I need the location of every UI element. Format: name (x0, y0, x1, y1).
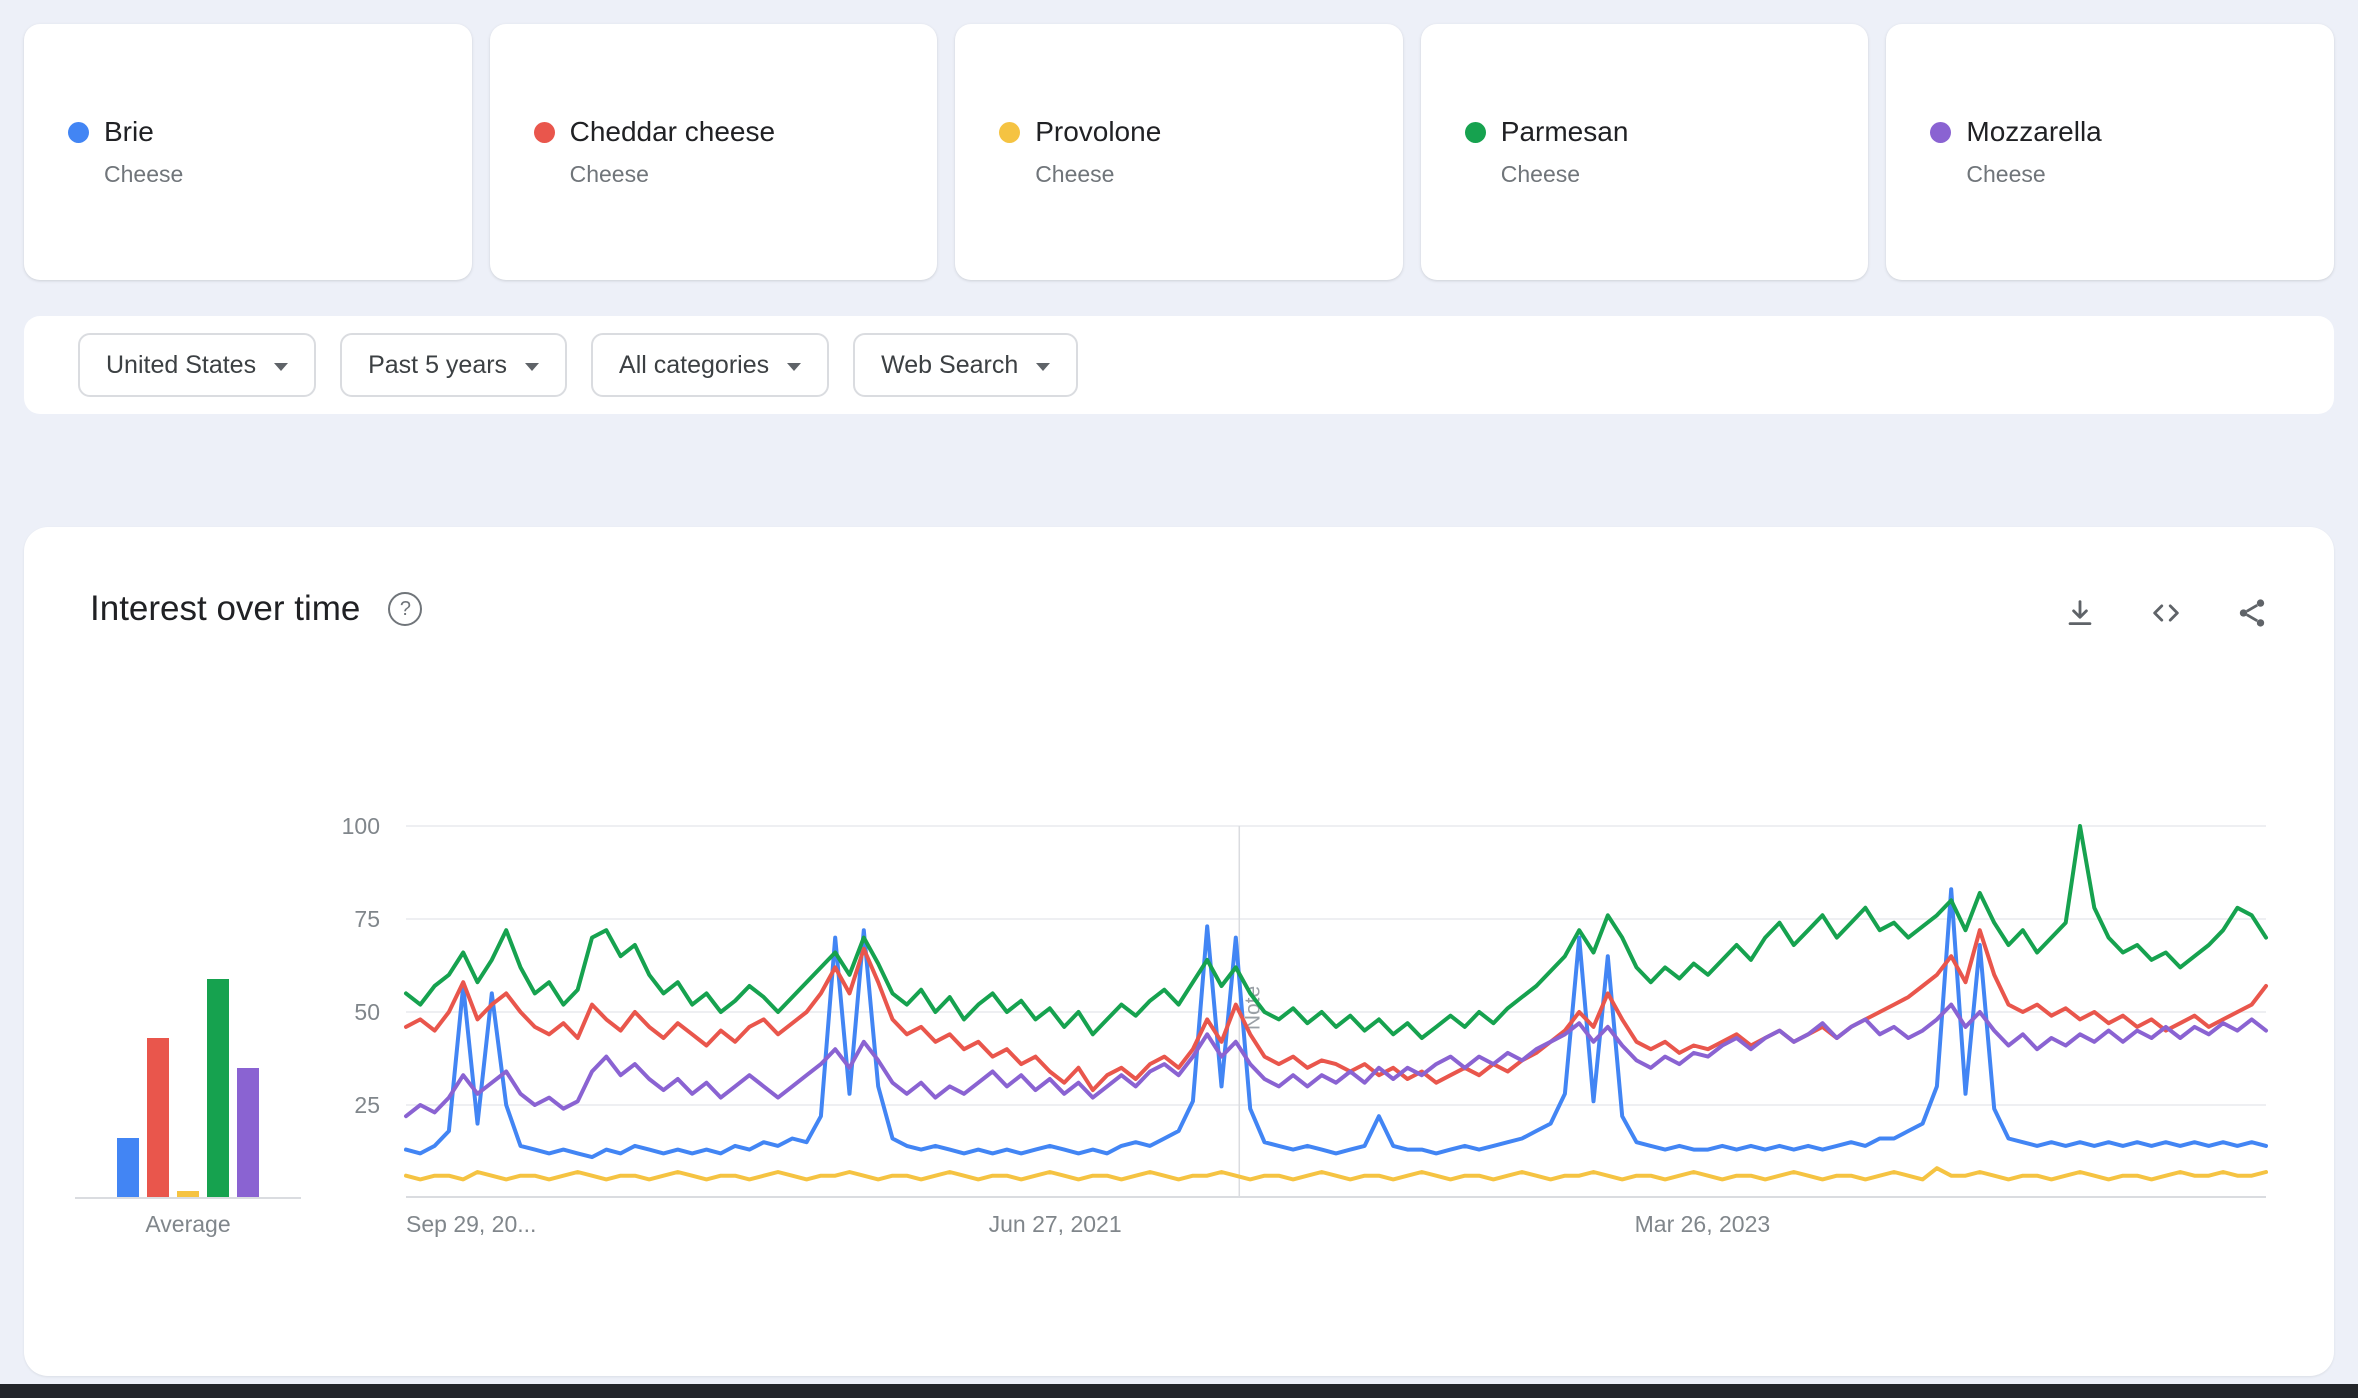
average-bar-brie (117, 1138, 139, 1198)
average-bar-cheddar-cheese (147, 1038, 169, 1198)
series-line-provolone (404, 1166, 2268, 1182)
filter-category-dropdown[interactable]: All categories (591, 333, 830, 397)
term-card-brie[interactable]: Brie Cheese (24, 24, 472, 280)
filter-time-dropdown[interactable]: Past 5 years (340, 333, 568, 397)
filter-time-label: Past 5 years (368, 350, 508, 379)
share-button[interactable] (2232, 593, 2272, 633)
average-label: Average (145, 1211, 231, 1237)
embed-button[interactable] (2146, 593, 2186, 633)
term-color-dot (533, 121, 555, 143)
average-bar-chart (117, 979, 259, 1198)
filter-geo-label: United States (106, 350, 257, 379)
average-bar-mozzarella (237, 1068, 259, 1198)
help-icon[interactable]: ? (388, 592, 423, 626)
term-name: Cheddar cheese (569, 116, 776, 147)
download-button[interactable] (2060, 593, 2100, 633)
term-color-dot (1464, 121, 1486, 143)
filters-panel: United States Past 5 years All categorie… (24, 316, 2334, 414)
term-name: Brie (104, 116, 154, 147)
share-icon (2239, 599, 2265, 627)
term-name: Provolone (1035, 116, 1162, 147)
term-color-dot (999, 121, 1021, 143)
interest-over-time-card: Interest over time ? Average Note 25 50 75… (24, 527, 2334, 1376)
y-axis-label: 75 (354, 906, 380, 932)
term-type: Cheese (1035, 161, 1115, 187)
term-type: Cheese (569, 161, 649, 187)
term-color-dot (68, 121, 89, 143)
filter-geo-dropdown[interactable]: United States (78, 333, 317, 397)
interest-over-time-chart: Note (404, 824, 2268, 1198)
x-axis-label: Mar 26, 2023 (1634, 1211, 1771, 1237)
term-card-provolone[interactable]: Provolone Cheese (955, 24, 1403, 280)
footer-strip (0, 1384, 2358, 1398)
series-line-cheddar-cheese (404, 928, 2268, 1093)
average-axis-line (75, 1197, 301, 1199)
series-line-brie (404, 887, 2268, 1160)
term-card-cheddar-cheese[interactable]: Cheddar cheese Cheese (489, 24, 938, 280)
download-icon (2068, 600, 2092, 626)
y-axis-label: 100 (341, 813, 380, 839)
filter-search-type-label: Web Search (881, 350, 1019, 379)
term-type: Cheese (1500, 161, 1581, 187)
average-bar-provolone (177, 1191, 199, 1198)
filter-search-type-dropdown[interactable]: Web Search (853, 333, 1079, 397)
term-type: Cheese (1966, 161, 2046, 187)
comparison-terms-row: Brie Cheese Cheddar cheese Cheese Provol… (24, 24, 2334, 280)
term-name: Mozzarella (1966, 116, 2102, 147)
filter-category-label: All categories (619, 350, 770, 379)
x-axis-label: Jun 27, 2021 (988, 1211, 1122, 1237)
y-axis-label: 50 (354, 999, 380, 1025)
code-icon (2153, 604, 2179, 622)
series-line-mozzarella (404, 1002, 2268, 1119)
chevron-down-icon (525, 363, 540, 371)
term-color-dot (1930, 121, 1952, 143)
term-name: Parmesan (1500, 116, 1629, 147)
term-card-parmesan[interactable]: Parmesan Cheese (1420, 24, 1869, 280)
y-axis-label: 25 (354, 1092, 380, 1118)
series-line-parmesan (404, 824, 2268, 1040)
note-marker-label: Note (1241, 986, 1264, 1030)
average-bar-parmesan (207, 979, 229, 1198)
x-axis-label: Sep 29, 20... (406, 1211, 537, 1237)
chevron-down-icon (787, 363, 802, 371)
term-type: Cheese (104, 161, 184, 187)
term-card-mozzarella[interactable]: Mozzarella Cheese (1886, 24, 2334, 280)
chevron-down-icon (274, 363, 289, 371)
chevron-down-icon (1036, 363, 1051, 371)
card-title: Interest over time (90, 589, 361, 628)
